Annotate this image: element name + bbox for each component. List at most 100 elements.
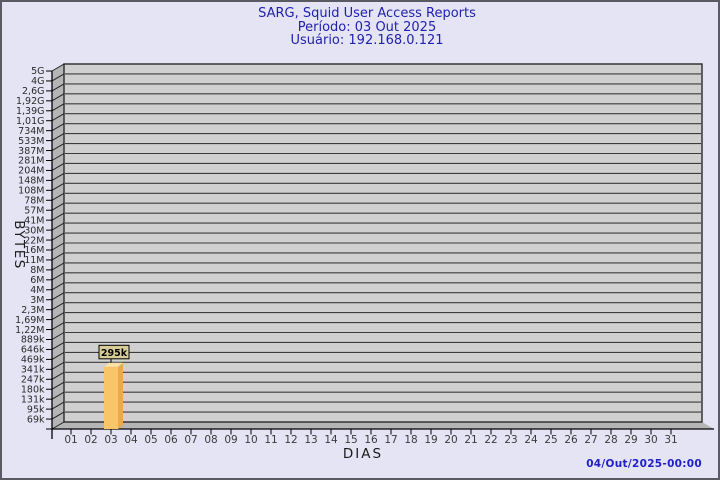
wall-diagonal — [51, 153, 65, 161]
report-period: Período: 03 Out 2025 — [297, 19, 437, 35]
wall-diagonal — [51, 282, 65, 291]
y-tick-label: 281M — [18, 156, 44, 167]
wall-diagonal — [51, 391, 65, 400]
wall-diagonal — [51, 312, 65, 321]
wall-diagonal — [51, 182, 65, 191]
x-tick-label: 22 — [484, 434, 497, 446]
y-tick-label: 8M — [30, 265, 44, 276]
wall-diagonal — [51, 351, 65, 360]
x-tick-label: 01 — [64, 434, 77, 446]
report-header: SARG, Squid User Access Reports Período:… — [12, 7, 718, 48]
wall-diagonal — [51, 143, 65, 151]
y-tick-label: 4G — [31, 76, 44, 87]
generated-timestamp: 04/Out/2025-00:00 — [586, 458, 702, 470]
x-tick-label: 09 — [224, 434, 237, 446]
y-tick-label: 69k — [27, 414, 45, 425]
y-tick-label: 2,6G — [22, 86, 44, 97]
y-tick-label: 5G — [31, 66, 44, 77]
y-tick-label: 95k — [27, 404, 45, 415]
report-user: Usuário: 192.168.0.121 — [290, 33, 444, 48]
x-tick-label: 23 — [504, 434, 517, 446]
wall-diagonal — [51, 411, 65, 420]
x-tick-label: 26 — [564, 434, 578, 446]
wall-diagonal — [51, 232, 65, 241]
wall-diagonal — [51, 93, 65, 102]
wall-diagonal — [51, 371, 65, 380]
x-tick-label: 02 — [84, 434, 97, 446]
wall-diagonal — [51, 292, 65, 301]
y-tick-label: 3M — [30, 295, 44, 306]
y-tick-label: 57M — [24, 205, 44, 216]
x-tick-label: 25 — [544, 434, 557, 446]
wall-diagonal — [51, 342, 65, 350]
wall-diagonal — [51, 113, 65, 122]
wall-diagonal — [51, 401, 65, 410]
x-tick-label: 11 — [264, 434, 277, 446]
bar-top-face — [104, 362, 123, 367]
y-tick-label: 341k — [21, 365, 45, 376]
y-tick-label: 204M — [18, 166, 44, 177]
y-tick-label: 78M — [24, 195, 44, 206]
wall-diagonal — [51, 322, 65, 330]
wall-diagonal — [51, 123, 65, 132]
y-tick-label: 1,69M — [15, 315, 44, 326]
wall-diagonal — [51, 242, 65, 251]
bar-front-face — [104, 366, 118, 429]
y-tick-label: 646k — [21, 345, 45, 356]
x-tick-label: 05 — [144, 434, 157, 446]
x-tick-label: 21 — [464, 434, 477, 446]
x-tick-label: 19 — [424, 434, 437, 446]
y-tick-label: 1,22M — [15, 325, 44, 336]
y-tick-label: 1,39G — [16, 106, 45, 117]
wall-diagonal — [51, 73, 65, 82]
wall-diagonal — [51, 262, 65, 271]
wall-diagonal — [51, 302, 65, 311]
x-tick-label: 14 — [324, 434, 338, 446]
x-tick-label: 13 — [304, 434, 317, 446]
x-tick-label: 30 — [644, 434, 657, 446]
wall-diagonal — [51, 133, 65, 142]
value-label-box — [98, 344, 130, 360]
x-tick-label: 18 — [404, 434, 417, 446]
wall-diagonal — [51, 63, 65, 72]
wall-diagonal — [51, 103, 65, 112]
x-tick-label: 03 — [104, 434, 117, 446]
y-tick-label: 533M — [18, 136, 44, 147]
x-tick-label: 24 — [524, 434, 538, 446]
y-tick-label: 11M — [24, 255, 44, 266]
y-tick-label: 6M — [30, 275, 44, 286]
x-tick-label: 31 — [664, 434, 677, 446]
y-tick-label: 247k — [21, 374, 45, 385]
y-tick-label: 2,3M — [21, 305, 44, 316]
x-tick-label: 17 — [384, 434, 397, 446]
y-tick-label: 1,01G — [16, 116, 45, 127]
x-tick-label: 27 — [584, 434, 597, 446]
x-tick-label: 06 — [164, 434, 178, 446]
y-tick-label: 148M — [18, 176, 44, 187]
x-tick-label: 15 — [344, 434, 357, 446]
bar-side-face — [118, 362, 123, 429]
x-tick-label: 04 — [124, 434, 138, 446]
y-axis-title: BYTES — [11, 220, 27, 270]
y-tick-label: 30M — [24, 225, 44, 236]
wall-diagonal — [51, 163, 65, 171]
wall-diagonal — [51, 83, 65, 92]
x-tick-label: 07 — [184, 434, 197, 446]
y-tick-label: 387M — [18, 146, 44, 157]
y-tick-label: 1,92G — [16, 96, 45, 107]
value-label-text: 295k — [101, 348, 128, 359]
x-tick-label: 29 — [624, 434, 637, 446]
x-tick-label: 12 — [284, 434, 297, 446]
y-tick-label: 16M — [24, 245, 44, 256]
y-tick-label: 4M — [30, 285, 44, 296]
wall-diagonal — [51, 381, 65, 390]
x-tick-label: 10 — [244, 434, 257, 446]
y-tick-label: 734M — [18, 126, 44, 137]
wall-diagonal — [51, 212, 65, 221]
wall-diagonal — [51, 172, 65, 181]
y-tick-label: 469k — [21, 355, 45, 366]
y-tick-label: 131k — [21, 394, 45, 405]
wall-diagonal — [51, 361, 65, 370]
wall-diagonal — [51, 202, 65, 211]
